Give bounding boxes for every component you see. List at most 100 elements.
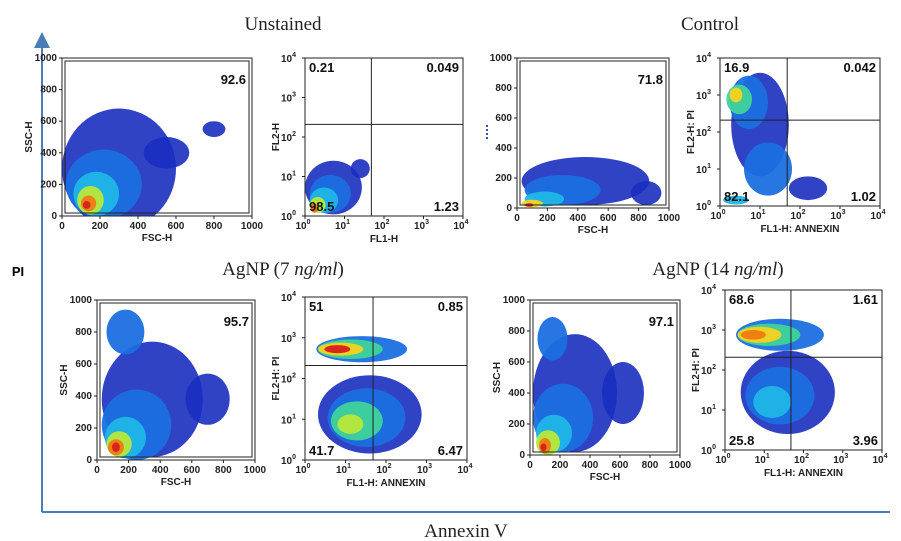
panel-title-unstained: Unstained — [244, 14, 322, 35]
x-tick-label: 0 — [94, 465, 100, 476]
quadrant-upper-right: 1.61 — [853, 292, 878, 307]
y-tick-label: 101 — [701, 404, 716, 417]
y-tick-label: 600 — [40, 116, 57, 127]
global-y-label: PI — [12, 264, 24, 279]
density-contour — [106, 309, 145, 355]
quadrant-upper-right: 0.049 — [426, 60, 459, 75]
y-tick-label: 104 — [696, 52, 711, 65]
x-axis-label: FL1-H: ANNEXIN — [346, 478, 425, 489]
quadrant-upper-left: 68.6 — [729, 292, 754, 307]
x-tick-label: 104 — [457, 463, 472, 476]
density-contour — [729, 87, 743, 103]
y-tick-exponent: 0 — [712, 444, 716, 451]
y-tick-exponent: 1 — [292, 171, 296, 178]
density-contour — [744, 142, 792, 196]
x-tick-label: 200 — [92, 221, 109, 232]
y-tick-label: 104 — [701, 284, 716, 297]
y-tick-exponent: 2 — [712, 364, 716, 371]
y-tick-exponent: 4 — [292, 52, 296, 59]
x-tick-label: 104 — [870, 209, 885, 222]
plot-2: 0 200 400 600 800 1000 0 200 400 600 800 1000 FSC-H 7… — [486, 53, 681, 236]
y-tick-exponent: 4 — [712, 284, 716, 291]
density-layer — [316, 336, 422, 454]
x-tick-exponent: 4 — [469, 463, 473, 470]
density-layer — [305, 159, 370, 215]
y-axis-label: FL2-H — [271, 123, 282, 151]
x-tick-label: 101 — [336, 463, 351, 476]
x-tick-label: 103 — [414, 219, 429, 232]
quadrant-lower-left: 82.1 — [724, 189, 749, 204]
x-tick-label: 102 — [376, 463, 391, 476]
y-tick-exponent: 2 — [707, 126, 711, 133]
density-contour — [202, 121, 226, 137]
density-layer — [723, 72, 828, 205]
y-tick-label: 1000 — [70, 295, 93, 306]
x-tick-exponent: 3 — [844, 453, 848, 460]
y-tick-exponent: 0 — [292, 210, 296, 217]
density-layer — [735, 318, 835, 434]
y-tick-label: 101 — [281, 413, 296, 426]
y-tick-label: 1000 — [490, 53, 513, 64]
y-tick-label: 600 — [75, 359, 92, 370]
y-tick-exponent: 0 — [292, 454, 296, 461]
x-tick-exponent: 3 — [425, 219, 429, 226]
y-tick-exponent: 2 — [292, 373, 296, 380]
quadrant-lower-left: 41.7 — [309, 443, 334, 458]
y-tick-label: 400 — [40, 148, 57, 159]
density-layer — [62, 108, 226, 216]
quadrant-lower-right: 6.47 — [438, 443, 463, 458]
x-tick-label: 104 — [872, 453, 887, 466]
y-tick-exponent: 3 — [292, 332, 296, 339]
y-tick-exponent: 3 — [292, 92, 296, 99]
y-axis-label: SSC-H — [24, 121, 35, 152]
x-tick-label: 600 — [183, 465, 200, 476]
x-tick-label: 100 — [710, 209, 725, 222]
quadrant-upper-left: 51 — [309, 299, 323, 314]
quadrant-upper-left: 0.21 — [309, 60, 334, 75]
y-tick-label: 100 — [281, 210, 296, 223]
x-axis-label: FSC-H — [578, 225, 609, 236]
x-tick-exponent: 1 — [347, 463, 351, 470]
y-tick-label: 0 — [519, 450, 525, 461]
gate-rect — [519, 60, 667, 206]
gate-percent: 95.7 — [224, 314, 249, 329]
plot-frame — [516, 57, 670, 209]
y-tick-label: 800 — [40, 85, 57, 96]
x-tick-label: 200 — [552, 460, 569, 471]
x-tick-label: 600 — [612, 460, 629, 471]
density-contour — [82, 200, 91, 209]
density-contour — [740, 330, 766, 340]
density-layer — [101, 309, 230, 460]
x-tick-label: 1000 — [658, 213, 681, 224]
plot-0: 0 200 400 600 800 1000 0 200 400 600 800 1000 FSC-H S… — [24, 53, 264, 244]
density-contour — [324, 345, 351, 354]
x-tick-label: 400 — [130, 221, 147, 232]
density-contour — [112, 442, 120, 453]
y-tick-label: 103 — [696, 89, 711, 102]
x-axis-label: FSC-H — [590, 472, 621, 483]
density-contour — [788, 176, 828, 201]
y-tick-label: 200 — [40, 179, 57, 190]
y-tick-label: 800 — [495, 83, 512, 94]
density-contour — [537, 317, 568, 361]
x-tick-label: 1000 — [244, 465, 267, 476]
x-tick-exponent: 1 — [346, 219, 350, 226]
density-contour — [350, 159, 370, 179]
y-tick-label: 101 — [696, 163, 711, 176]
x-tick-label: 103 — [833, 453, 848, 466]
x-tick-label: 0 — [59, 221, 65, 232]
y-tick-label: 800 — [508, 326, 525, 337]
y-tick-exponent: 4 — [292, 291, 296, 298]
y-tick-label: 200 — [495, 173, 512, 184]
y-axis-label: SSC-H — [492, 362, 503, 393]
plot-frame — [96, 299, 256, 461]
x-axis-label: FSC-H — [142, 233, 173, 244]
agnp-14-suffix: ) — [777, 259, 783, 280]
y-tick-exponent: 3 — [712, 324, 716, 331]
y-tick-label: 100 — [701, 444, 716, 457]
y-tick-label: 0 — [86, 455, 92, 466]
y-tick-label: 102 — [281, 373, 296, 386]
agnp-14-prefix: AgNP (14 — [652, 259, 734, 280]
